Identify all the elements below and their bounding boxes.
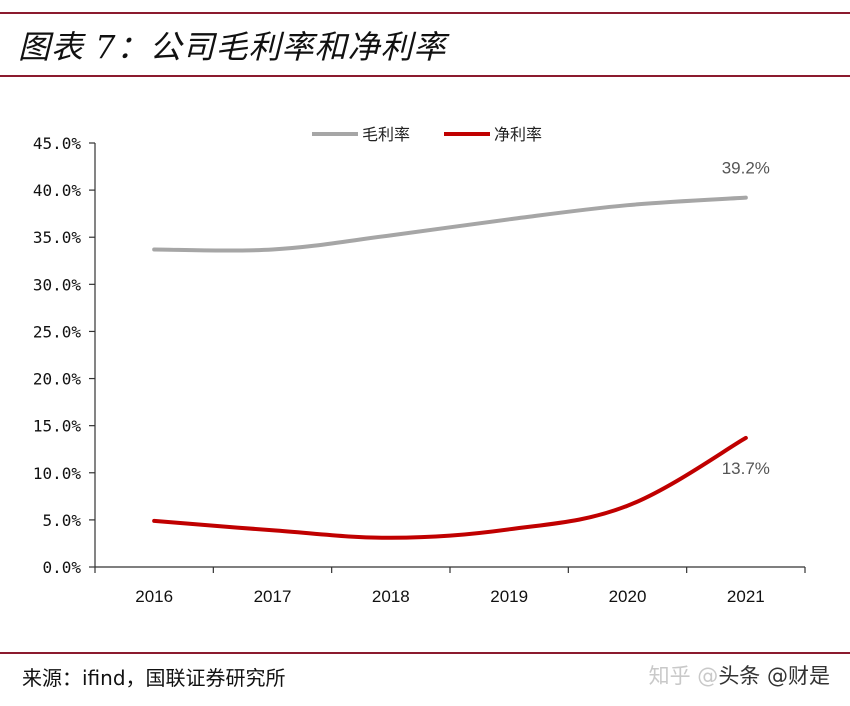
y-tick-label: 35.0% <box>33 228 82 247</box>
y-tick-label: 25.0% <box>33 322 82 341</box>
y-tick-label: 30.0% <box>33 275 82 294</box>
x-tick-label: 2021 <box>727 587 765 606</box>
source-note: 来源：ifind，国联证券研究所 <box>22 666 286 690</box>
series-group: 39.2% 13.7% <box>152 159 770 540</box>
x-axis: 2016 2017 2018 2019 2020 2021 <box>94 566 806 606</box>
y-tick-label: 40.0% <box>33 181 82 200</box>
figure-title: 图表 7：公司毛利率和净利率 <box>18 28 447 66</box>
legend-label: 毛利率 <box>362 125 410 144</box>
y-tick-label: 45.0% <box>33 134 82 153</box>
title-rule <box>0 75 850 77</box>
watermark-dark-text: 头条 @财是 <box>718 664 830 688</box>
bottom-rule <box>0 652 850 654</box>
y-tick-label: 5.0% <box>42 511 81 530</box>
top-rule <box>0 12 850 14</box>
watermark-light-text: 知乎 @ <box>648 664 719 688</box>
y-tick-label: 0.0% <box>42 558 81 577</box>
y-tick-label: 20.0% <box>33 370 82 389</box>
x-tick-label: 2017 <box>254 587 292 606</box>
series-line-1 <box>152 195 748 253</box>
x-tick-label: 2019 <box>490 587 528 606</box>
data-label: 13.7% <box>722 459 770 478</box>
legend-label: 净利率 <box>494 125 542 144</box>
y-axis: 0.0% 5.0% 10.0% 15.0% 20.0% 25.0% 30.0% 35.0% 40… <box>33 134 96 577</box>
data-label: 39.2% <box>722 159 770 178</box>
series-line-2 <box>152 435 748 540</box>
x-tick-label: 2018 <box>372 587 410 606</box>
watermark: 知乎 @头条 @财是 <box>649 660 830 690</box>
y-tick-label: 10.0% <box>33 464 82 483</box>
x-tick-label: 2016 <box>135 587 173 606</box>
x-tick-label: 2020 <box>609 587 647 606</box>
legend: 毛利率 净利率 <box>312 125 542 144</box>
y-tick-label: 15.0% <box>33 417 82 436</box>
